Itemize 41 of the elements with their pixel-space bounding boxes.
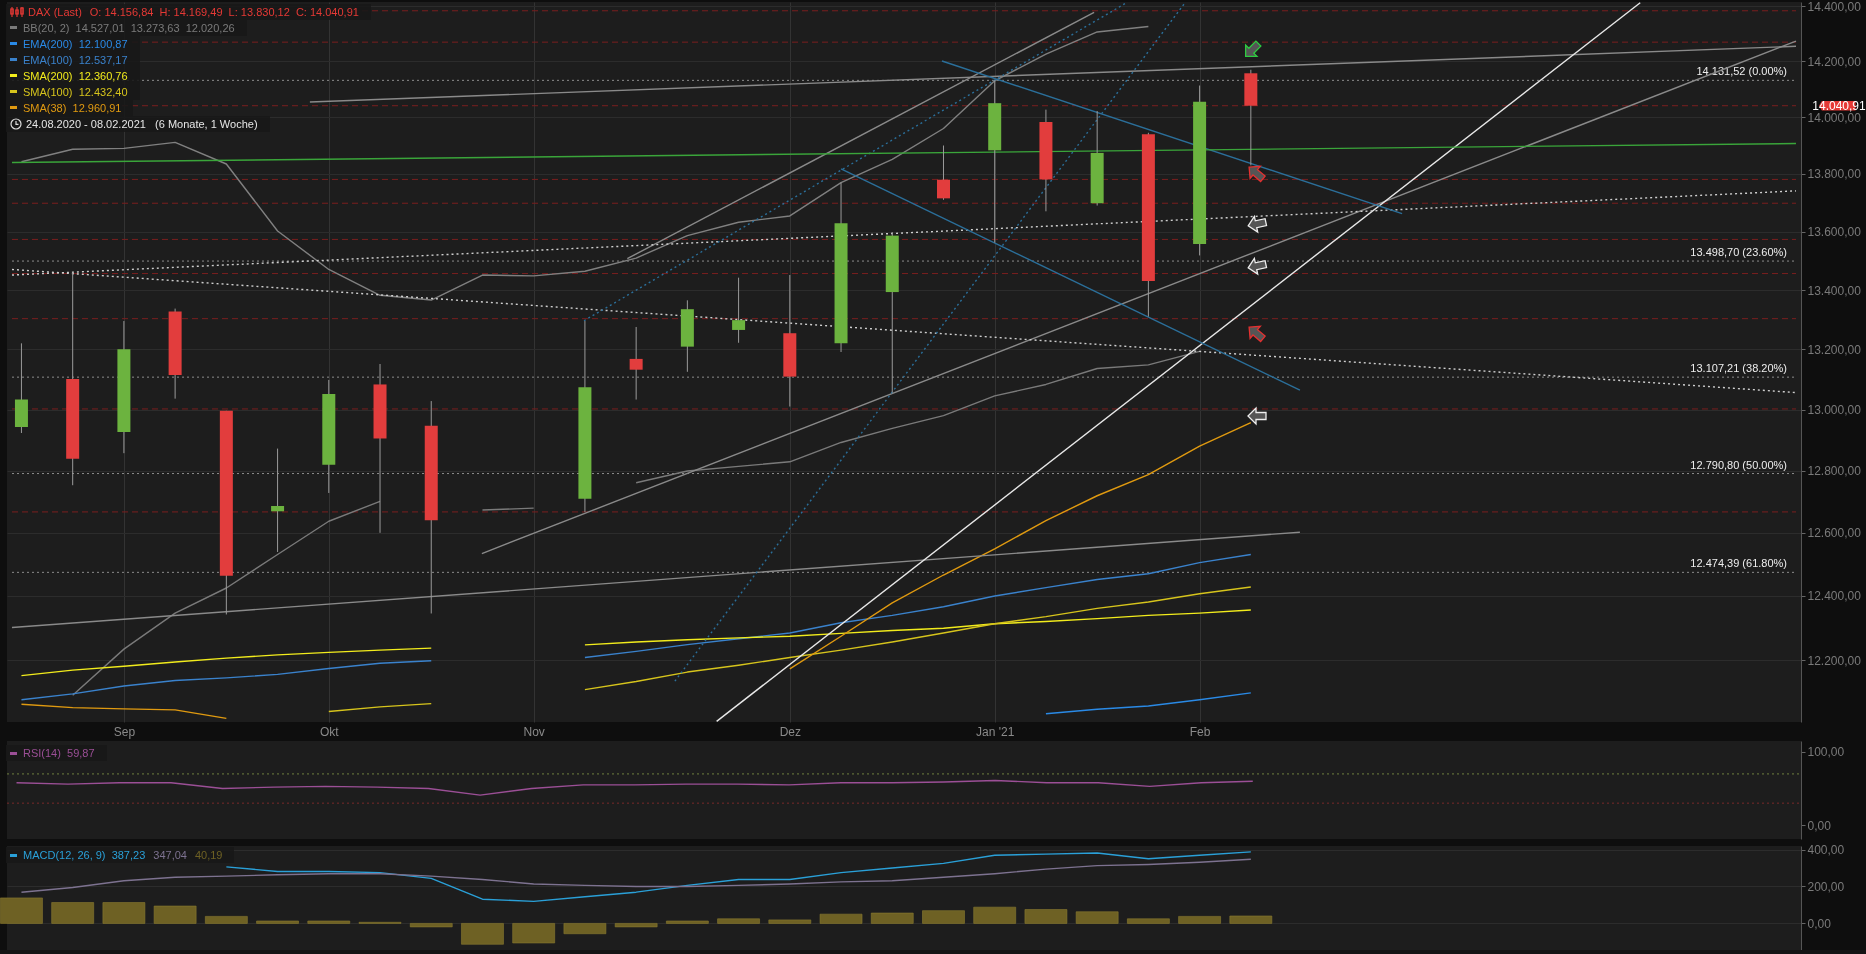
y-tick-label: 14.000,00 <box>1807 110 1862 125</box>
legend-label: SMA(38) 12.960,91 <box>23 100 122 116</box>
x-tick-label: Jan '21 <box>976 724 1015 739</box>
chart-title: DAX (Last) <box>28 4 82 20</box>
legend-label: SMA(200) 12.360,76 <box>23 68 128 84</box>
chart-subtitle: O: 14.156,84 H: 14.169,49 L: 13.830,12 C: 14.040,91 <box>89 4 359 20</box>
legend-label: EMA(200) 12.100,87 <box>23 36 128 52</box>
x-tick-label: Sep <box>113 724 136 739</box>
y-tick-label: 13.400,00 <box>1807 283 1862 298</box>
y-tick-label: 13.000,00 <box>1807 403 1862 418</box>
y-tick-label: 12.200,00 <box>1807 653 1862 668</box>
x-tick-label: Nov <box>523 724 545 739</box>
y-tick-label: 14.400,00 <box>1807 0 1862 14</box>
ref-line-label: 13.498,70 (23.60%) <box>1690 246 1787 259</box>
ref-line-label: 12.790,80 (50.00%) <box>1690 458 1787 471</box>
y-tick-label: 14.200,00 <box>1807 54 1862 69</box>
legend-label: SMA(100) 12.432,40 <box>23 84 128 100</box>
y-tick-label: 12.800,00 <box>1807 464 1862 479</box>
y-tick-label: 0,00 <box>1807 916 1832 931</box>
legend-label: MACD(12, 26, 9) 387,23 <box>23 848 146 863</box>
y-tick-label: 12.600,00 <box>1807 526 1862 541</box>
y-tick-label: 13.200,00 <box>1807 342 1862 357</box>
x-tick-label: Dez <box>779 724 801 739</box>
x-tick-label: Feb <box>1189 724 1211 739</box>
y-tick-label: 200,00 <box>1807 879 1845 894</box>
text: 40,19 <box>194 848 223 863</box>
legend-label: BB(20, 2) 14.527,01 13.273,63 12.020,26 <box>23 20 235 36</box>
ref-line-label: 13.107,21 (38.20%) <box>1690 362 1787 375</box>
y-tick-label: 100,00 <box>1807 745 1845 760</box>
legend-label: RSI(14) 59,87 <box>23 746 95 761</box>
ref-line-label: 12.474,39 (61.80%) <box>1690 557 1787 570</box>
ref-line-label: 14.131,52 (0.00%) <box>1696 65 1787 78</box>
y-tick-label: 13.600,00 <box>1807 225 1862 240</box>
y-tick-label: 12.400,00 <box>1807 589 1862 604</box>
y-tick-label: 0,00 <box>1807 818 1832 833</box>
x-tick-label: Okt <box>319 724 340 739</box>
y-tick-label: 400,00 <box>1807 843 1845 858</box>
series-label: 347,04 <box>153 848 187 863</box>
y-tick-label: 13.800,00 <box>1807 167 1862 182</box>
legend-label: EMA(100) 12.537,17 <box>23 52 128 68</box>
annotation: 24.08.2020 - 08.02.2021 (6 Monate, 1 Woche) <box>26 116 258 132</box>
